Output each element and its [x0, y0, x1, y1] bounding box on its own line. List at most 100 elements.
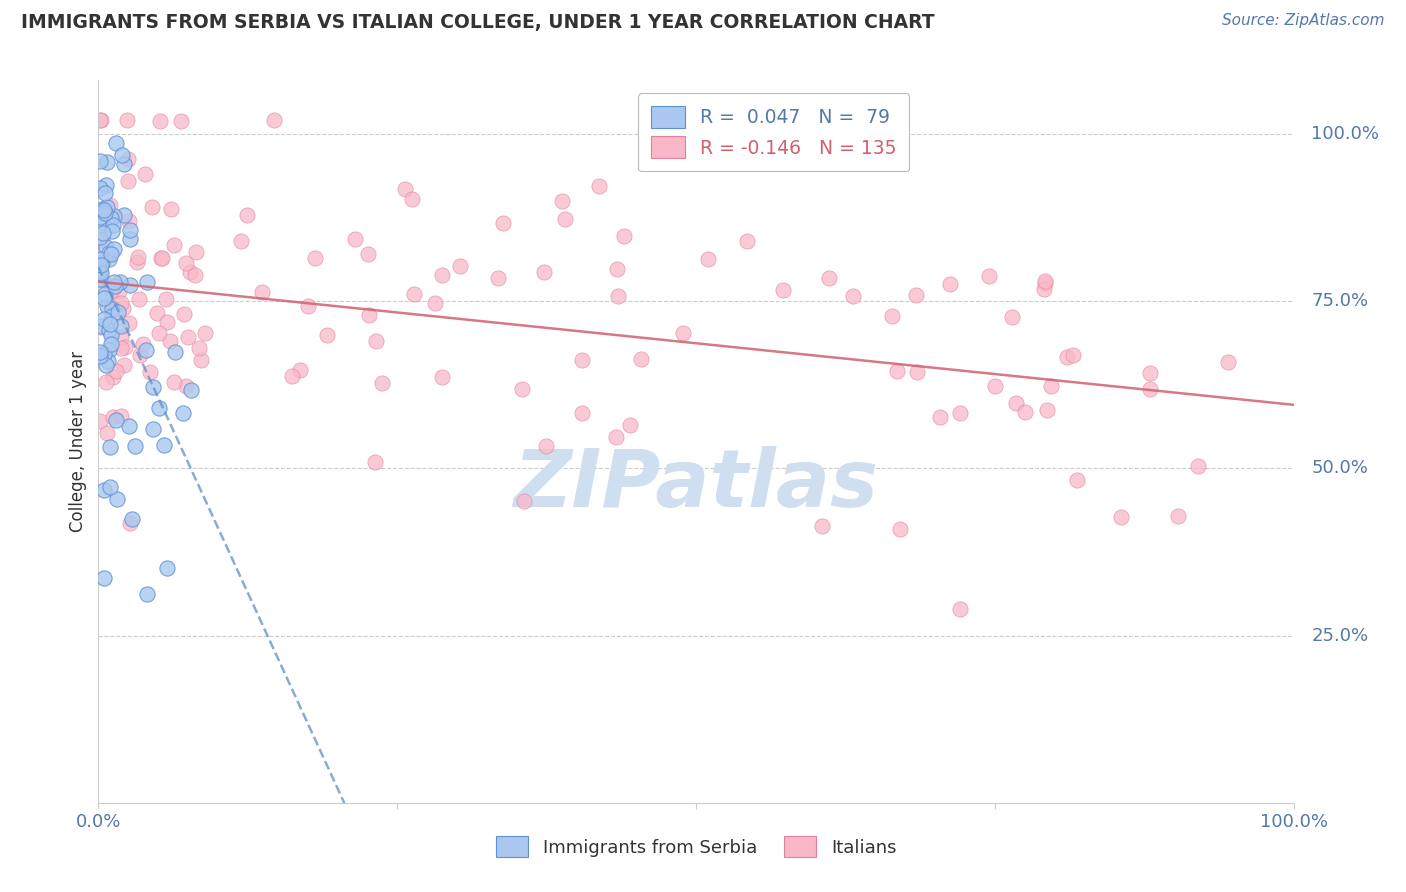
Point	[304, 251, 326, 265]
Point	[938, 277, 960, 292]
Point	[1033, 274, 1056, 288]
Point	[357, 308, 380, 322]
Point	[949, 406, 972, 420]
Point	[364, 455, 387, 469]
Text: 25.0%: 25.0%	[1312, 626, 1368, 645]
Point	[100, 301, 122, 316]
Point	[534, 439, 557, 453]
Point	[93, 483, 115, 497]
Point	[155, 292, 177, 306]
Text: 50.0%: 50.0%	[1312, 459, 1368, 477]
Point	[117, 152, 139, 166]
Point	[156, 315, 179, 329]
Point	[889, 522, 911, 536]
Point	[316, 327, 339, 342]
Point	[697, 252, 720, 266]
Point	[96, 201, 118, 215]
Point	[984, 379, 1007, 393]
Point	[371, 376, 394, 390]
Point	[905, 365, 928, 379]
Point	[100, 309, 122, 323]
Point	[94, 358, 117, 372]
Point	[100, 441, 122, 455]
Point	[1004, 396, 1026, 410]
Point	[1139, 366, 1161, 380]
Point	[93, 203, 115, 218]
Point	[101, 224, 124, 238]
Point	[89, 263, 111, 277]
Point	[737, 234, 759, 248]
Point	[146, 306, 169, 320]
Point	[105, 364, 128, 378]
Point	[117, 419, 139, 434]
Point	[1109, 509, 1132, 524]
Point	[96, 426, 118, 441]
Point	[174, 256, 197, 270]
Point	[135, 587, 157, 601]
Point	[98, 245, 121, 260]
Point	[108, 275, 131, 289]
Point	[619, 417, 641, 432]
Point	[174, 378, 197, 392]
Point	[94, 186, 117, 200]
Point	[1167, 509, 1189, 524]
Point	[533, 264, 555, 278]
Point	[949, 602, 972, 616]
Point	[105, 136, 128, 150]
Point	[101, 369, 124, 384]
Point	[128, 348, 150, 362]
Point	[112, 358, 135, 372]
Point	[108, 285, 131, 299]
Point	[90, 113, 112, 128]
Point	[104, 279, 127, 293]
Point	[115, 113, 138, 128]
Point	[1056, 350, 1078, 364]
Point	[571, 406, 593, 420]
Point	[110, 409, 132, 423]
Point	[136, 275, 159, 289]
Point	[118, 232, 141, 246]
Point	[89, 219, 111, 233]
Point	[194, 326, 217, 340]
Point	[96, 277, 118, 291]
Point	[91, 226, 114, 240]
Point	[605, 430, 627, 444]
Point	[139, 365, 162, 379]
Point	[1066, 473, 1088, 487]
Point	[112, 157, 135, 171]
Point	[142, 422, 165, 436]
Point	[169, 113, 191, 128]
Point	[250, 285, 273, 300]
Point	[134, 167, 156, 181]
Text: 75.0%: 75.0%	[1312, 292, 1368, 310]
Point	[486, 271, 509, 285]
Point	[172, 406, 194, 420]
Point	[100, 247, 122, 261]
Point	[188, 341, 211, 355]
Point	[110, 296, 132, 310]
Point	[117, 174, 139, 188]
Point	[148, 401, 170, 415]
Point	[90, 233, 112, 247]
Point	[280, 368, 302, 383]
Point	[430, 268, 453, 282]
Point	[153, 437, 176, 451]
Point	[110, 318, 132, 333]
Point	[89, 272, 111, 286]
Point	[118, 214, 141, 228]
Point	[163, 376, 186, 390]
Point	[98, 480, 121, 494]
Point	[554, 212, 576, 227]
Point	[103, 242, 125, 256]
Point	[150, 252, 173, 266]
Point	[93, 571, 115, 585]
Point	[163, 345, 186, 359]
Point	[89, 252, 111, 266]
Point	[571, 353, 593, 368]
Point	[100, 211, 122, 225]
Point	[180, 383, 202, 397]
Text: ZIPatlas: ZIPatlas	[513, 446, 879, 524]
Point	[229, 235, 252, 249]
Point	[94, 375, 117, 389]
Point	[190, 353, 212, 368]
